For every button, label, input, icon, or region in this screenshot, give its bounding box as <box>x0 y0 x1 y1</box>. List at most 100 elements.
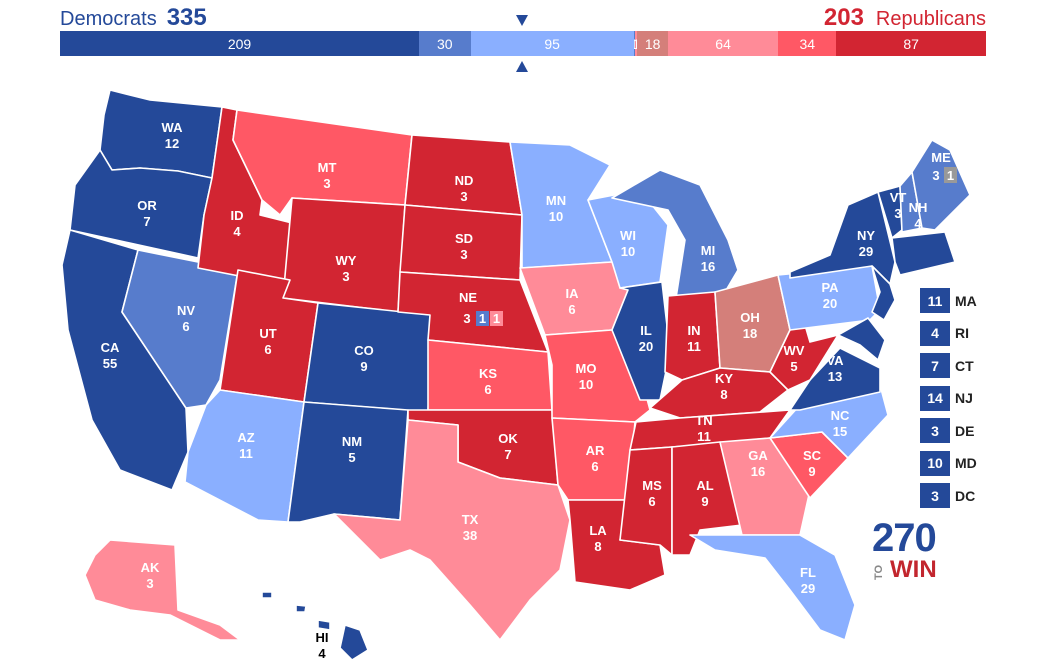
state-ev-nh: 4 <box>914 216 922 231</box>
state-mi[interactable] <box>611 169 739 299</box>
democrats-label: Democrats <box>60 8 157 30</box>
state-ev-la: 8 <box>594 539 601 554</box>
state-ms[interactable] <box>619 446 673 556</box>
state-label-hi: HI <box>316 630 329 645</box>
state-label-sd: SD <box>455 231 473 246</box>
state-ev-az: 11 <box>239 446 253 461</box>
state-label-ut: UT <box>259 326 276 341</box>
state-ev-il: 20 <box>639 339 653 354</box>
state-ev-ny: 29 <box>859 244 873 259</box>
state-label-az: AZ <box>237 430 254 445</box>
small-state-ev-nj[interactable]: 14 <box>920 385 950 411</box>
small-state-ev-ri[interactable]: 4 <box>920 320 950 346</box>
tally-segment: 87 <box>836 31 986 56</box>
republicans-total: 203 <box>823 4 864 31</box>
state-ev-tx: 38 <box>463 528 477 543</box>
state-label-mo: MO <box>576 361 597 376</box>
state-label-wa: WA <box>162 120 184 135</box>
state-ev-mt: 3 <box>323 176 330 191</box>
state-label-ky: KY <box>715 371 733 386</box>
state-ev-tn: 11 <box>697 429 711 444</box>
electoral-tally-bar: 20930951118643487 <box>60 31 986 56</box>
state-me[interactable] <box>911 139 971 231</box>
270-marker-bottom-icon <box>516 61 528 72</box>
state-ev-nc: 15 <box>833 424 847 439</box>
ne-district-ev: 1 <box>479 311 486 326</box>
ne-district-box[interactable] <box>490 311 503 326</box>
state-label-ms: MS <box>642 478 662 493</box>
state-ev-ok: 7 <box>504 447 511 462</box>
state-label-il: IL <box>640 323 652 338</box>
state-ev-mn: 10 <box>549 209 563 224</box>
state-ev-mi: 16 <box>701 259 715 274</box>
state-label-ar: AR <box>586 443 605 458</box>
state-label-mn: MN <box>546 193 566 208</box>
state-ev-ms: 6 <box>648 494 655 509</box>
republicans-label: Republicans <box>875 8 986 30</box>
state-label-ca: CA <box>101 340 120 355</box>
state-tx[interactable] <box>333 419 571 641</box>
state-md[interactable] <box>837 317 886 361</box>
state-ev-ar: 6 <box>591 459 598 474</box>
state-ev-oh: 18 <box>743 326 757 341</box>
state-ev-wa: 12 <box>165 136 179 151</box>
state-ev-ne: 3 <box>463 311 470 326</box>
small-state-label-md: MD <box>955 455 977 471</box>
small-state-ev-de[interactable]: 3 <box>920 418 950 443</box>
state-ev-sd: 3 <box>460 247 467 262</box>
ne-district-box[interactable] <box>476 311 489 326</box>
tally-segment: 18 <box>637 31 669 56</box>
logo-number: 270 <box>872 516 937 560</box>
270towin-logo: 270 TO WIN <box>872 518 952 584</box>
tally-segment: 1 <box>633 31 636 56</box>
me-district-ev: 1 <box>947 168 954 183</box>
ne-district-ev: 1 <box>493 311 500 326</box>
state-label-or: OR <box>137 198 157 213</box>
state-hi[interactable] <box>261 591 369 661</box>
northeast-small-states <box>891 231 956 276</box>
state-labels: WA12OR7CA55NV6ID4MT3WY3UT6AZ11CO9NM5ND3S… <box>101 120 957 661</box>
small-state-ev-dc[interactable]: 3 <box>920 483 950 508</box>
tally-segment: 95 <box>470 31 634 56</box>
small-state-label-ct: CT <box>955 357 974 374</box>
270-marker-top-icon <box>516 15 528 26</box>
state-ev-ks: 6 <box>484 382 491 397</box>
state-fl[interactable] <box>689 534 856 641</box>
small-state-ev-ma[interactable]: 11 <box>920 288 950 313</box>
state-label-co: CO <box>354 343 374 358</box>
logo-to: TO <box>873 564 885 580</box>
state-label-in: IN <box>688 323 701 338</box>
democrats-header: Democrats 335 <box>60 4 207 31</box>
state-ev-or: 7 <box>143 214 150 229</box>
republicans-header: 203 Republicans <box>823 4 986 31</box>
state-ev-me: 3 <box>932 168 939 183</box>
state-ev-nm: 5 <box>348 450 355 465</box>
state-label-ia: IA <box>566 286 580 301</box>
state-ev-wy: 3 <box>342 269 349 284</box>
tally-segment: 1 <box>635 31 638 56</box>
state-ny[interactable] <box>789 191 896 285</box>
democrats-total: 335 <box>166 4 207 31</box>
state-label-tx: TX <box>462 512 479 527</box>
state-nj[interactable] <box>871 265 896 321</box>
small-state-label-de: DE <box>955 422 975 439</box>
state-label-me: ME <box>931 150 951 165</box>
tally-segment: 209 <box>60 31 420 56</box>
state-label-ks: KS <box>479 366 497 381</box>
me-district-box[interactable] <box>944 167 957 183</box>
state-label-nc: NC <box>831 408 850 423</box>
state-label-al: AL <box>696 478 713 493</box>
small-state-ev-ct[interactable]: 7 <box>920 353 950 378</box>
tally-segment: 64 <box>668 31 779 56</box>
small-state-ev-md[interactable]: 10 <box>920 450 950 476</box>
state-label-tn: TN <box>695 413 712 428</box>
state-label-wy: WY <box>336 253 357 268</box>
small-state-label-ri: RI <box>955 325 969 341</box>
state-ev-ia: 6 <box>568 302 575 317</box>
state-il[interactable] <box>611 281 671 401</box>
state-label-pa: PA <box>821 280 839 295</box>
state-ev-in: 11 <box>687 339 701 354</box>
state-ak[interactable] <box>84 539 241 641</box>
state-label-nv: NV <box>177 303 195 318</box>
state-ev-al: 9 <box>701 494 708 509</box>
